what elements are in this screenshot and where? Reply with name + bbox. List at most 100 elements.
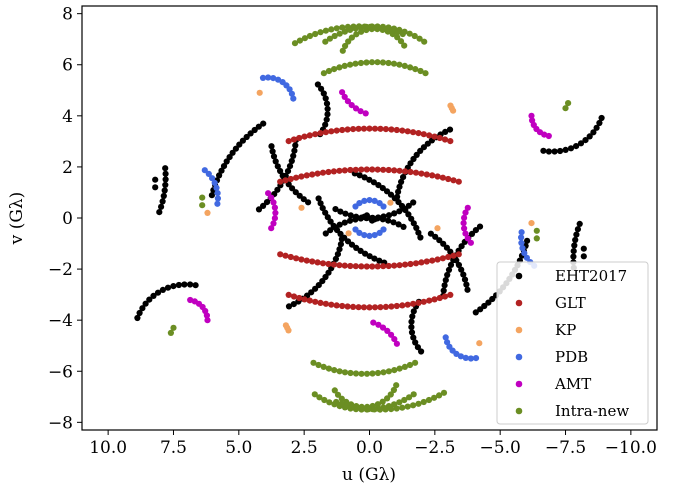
amt-point <box>270 220 277 227</box>
eht2017-point <box>410 220 417 227</box>
intra-new-point <box>291 40 299 47</box>
intra-new-point <box>367 23 374 30</box>
glt-point <box>431 296 438 303</box>
intra-new-point <box>331 66 338 73</box>
eht2017-point <box>408 318 415 325</box>
eht2017-point <box>330 222 337 229</box>
intra-new-point <box>336 368 343 375</box>
intra-new-point <box>404 403 411 410</box>
intra-new-point <box>533 235 540 242</box>
glt-point <box>285 291 292 298</box>
glt-point <box>374 166 381 173</box>
eht2017-point <box>322 230 329 237</box>
y-axis-label: v (Gλ) <box>7 192 27 246</box>
eht2017-point <box>366 176 373 183</box>
eht2017-point <box>441 282 448 289</box>
glt-point <box>441 136 449 143</box>
eht2017-point <box>417 234 424 241</box>
eht2017-point <box>324 214 331 221</box>
intra-new-point <box>385 368 392 375</box>
eht2017-point <box>305 199 312 206</box>
eht2017-point <box>413 151 420 158</box>
eht2017-point <box>391 210 398 217</box>
eht2017-point <box>162 165 169 172</box>
glt-point <box>393 126 400 134</box>
intra-new-point <box>436 392 443 399</box>
eht2017-point <box>458 243 465 250</box>
eht2017-point <box>341 234 348 241</box>
intra-new-point <box>383 26 390 33</box>
amt-point <box>464 235 471 242</box>
eht2017-point <box>274 163 281 170</box>
pdb-point <box>371 232 378 239</box>
x-tick-label: −10.0 <box>605 438 657 458</box>
legend-label: AMT <box>554 375 591 393</box>
pdb-point <box>259 74 267 81</box>
eht2017-point <box>263 199 271 206</box>
eht2017-point <box>277 167 284 175</box>
glt-point <box>429 172 436 179</box>
glt-point <box>371 304 379 311</box>
glt-point <box>298 256 305 263</box>
eht2017-point <box>314 81 321 88</box>
eht2017-point <box>216 172 223 179</box>
eht2017-point <box>218 167 225 174</box>
intra-new-point <box>406 394 413 401</box>
eht2017-point <box>445 266 453 273</box>
pdb-point <box>205 170 212 177</box>
eht2017-point <box>315 195 322 202</box>
kp-point <box>256 89 263 96</box>
eht2017-point <box>260 120 267 127</box>
pdb-point <box>518 234 525 241</box>
amt-point <box>467 239 474 246</box>
intra-new-point <box>421 38 428 45</box>
glt-point <box>360 304 368 311</box>
amt-point <box>270 199 277 206</box>
eht2017-point <box>220 163 228 170</box>
intra-new-point <box>199 194 206 201</box>
glt-point <box>371 125 379 132</box>
amt-point <box>362 110 369 117</box>
amt-point <box>271 215 278 222</box>
glt-point <box>369 166 376 173</box>
pdb-point <box>519 245 526 252</box>
glt-point <box>322 300 329 307</box>
glt-point <box>301 296 308 303</box>
eht2017-point <box>361 213 368 220</box>
eht2017-point <box>357 247 364 254</box>
intra-new-point <box>352 60 359 67</box>
amt-point <box>204 317 211 324</box>
eht2017-point <box>356 172 363 179</box>
eht2017-point <box>405 211 412 218</box>
eht2017-point <box>562 146 569 153</box>
intra-new-point <box>325 67 333 75</box>
glt-point <box>336 167 343 174</box>
glt-point <box>296 134 303 142</box>
glt-point <box>341 262 348 269</box>
glt-point <box>450 177 457 184</box>
glt-point <box>439 174 446 181</box>
intra-new-point <box>316 394 323 401</box>
eht2017-point <box>412 339 419 346</box>
amt-point <box>352 105 360 112</box>
eht2017-point <box>332 255 339 262</box>
x-tick-label: 0.0 <box>356 438 383 458</box>
eht2017-point <box>598 114 605 122</box>
glt-point <box>306 132 313 139</box>
intra-new-point <box>401 62 408 69</box>
glt-point <box>377 304 384 311</box>
amt-point <box>268 225 275 232</box>
intra-new-point <box>306 32 314 40</box>
eht2017-point <box>362 250 369 257</box>
eht2017-point <box>152 184 159 191</box>
eht2017-point <box>398 178 405 185</box>
amt-point <box>384 327 391 334</box>
glt-point <box>455 178 462 185</box>
glt-point <box>447 291 454 298</box>
intra-new-point <box>331 367 338 374</box>
amt-point <box>462 209 469 216</box>
kp-point <box>204 209 211 216</box>
glt-point <box>339 126 346 134</box>
eht2017-point <box>410 199 417 206</box>
legend-marker <box>515 272 523 280</box>
